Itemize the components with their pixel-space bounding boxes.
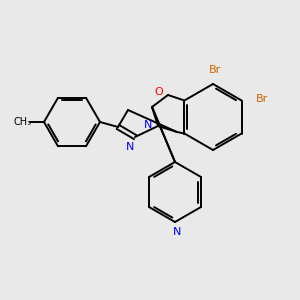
Text: N: N [144,120,152,130]
Text: Br: Br [209,65,221,75]
Text: N: N [173,227,181,237]
Text: N: N [126,142,134,152]
Text: CH₃: CH₃ [14,117,32,127]
Text: O: O [154,87,164,97]
Text: Br: Br [256,94,268,103]
